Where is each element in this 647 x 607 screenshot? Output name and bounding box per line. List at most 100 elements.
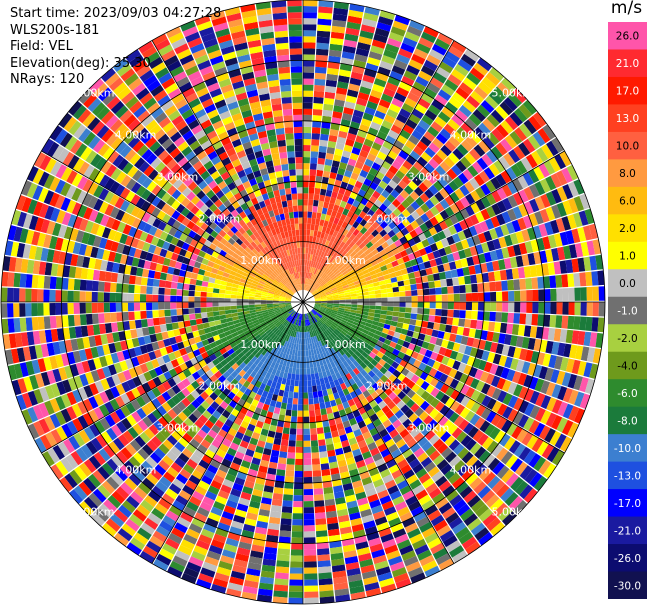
range-gate bbox=[371, 549, 386, 559]
range-gate bbox=[178, 437, 189, 448]
range-gate bbox=[303, 277, 306, 284]
range-gate bbox=[329, 43, 343, 52]
range-gate bbox=[350, 390, 358, 399]
range-gate bbox=[382, 433, 392, 443]
range-gate bbox=[410, 284, 418, 291]
range-gate bbox=[255, 526, 268, 535]
range-gate bbox=[583, 331, 592, 347]
range-gate bbox=[174, 441, 186, 453]
range-gate bbox=[410, 337, 418, 345]
range-gate bbox=[283, 286, 289, 292]
range-gate bbox=[284, 482, 294, 489]
range-gate bbox=[475, 380, 486, 392]
range-gate bbox=[440, 383, 450, 394]
range-gate bbox=[134, 319, 142, 329]
range-gate bbox=[295, 374, 300, 381]
range-gate bbox=[527, 363, 537, 376]
range-gate bbox=[352, 334, 359, 341]
range-gate bbox=[277, 548, 290, 556]
range-gate bbox=[354, 316, 362, 321]
range-gate bbox=[361, 255, 369, 263]
range-gate bbox=[176, 213, 186, 223]
range-gate bbox=[321, 265, 326, 272]
range-gate bbox=[362, 431, 372, 440]
range-gate bbox=[597, 270, 605, 286]
range-gate bbox=[311, 355, 316, 362]
range-gate bbox=[424, 374, 434, 384]
range-gate bbox=[146, 540, 162, 554]
range-gate bbox=[198, 268, 206, 276]
range-gate bbox=[443, 184, 454, 195]
range-gate bbox=[331, 290, 338, 295]
range-gate bbox=[87, 359, 97, 372]
range-gate bbox=[401, 199, 411, 209]
range-gate bbox=[308, 241, 313, 249]
range-gate bbox=[255, 308, 262, 312]
range-gate bbox=[331, 339, 338, 346]
range-gate bbox=[303, 350, 306, 357]
range-gate bbox=[67, 154, 80, 170]
range-gate bbox=[27, 166, 39, 182]
range-gate bbox=[198, 250, 206, 258]
range-gate bbox=[400, 189, 410, 200]
range-gate bbox=[412, 484, 425, 496]
range-gate bbox=[358, 275, 365, 281]
range-gate bbox=[323, 486, 334, 495]
range-gate bbox=[303, 84, 314, 91]
range-gate bbox=[342, 45, 356, 54]
range-gate bbox=[67, 214, 78, 228]
range-gate bbox=[226, 447, 237, 457]
range-gate bbox=[185, 443, 197, 454]
range-gate bbox=[391, 175, 402, 185]
range-gate bbox=[409, 479, 422, 490]
range-gate bbox=[351, 243, 359, 251]
range-gate bbox=[182, 339, 191, 348]
range-gate bbox=[192, 330, 200, 338]
range-gate bbox=[163, 471, 176, 483]
range-gate bbox=[543, 314, 551, 327]
range-gate bbox=[396, 257, 405, 265]
range-gate bbox=[335, 372, 342, 380]
range-gate bbox=[498, 156, 511, 170]
range-gate bbox=[234, 477, 246, 486]
range-gate bbox=[420, 92, 434, 104]
range-gate bbox=[120, 447, 133, 460]
range-gate bbox=[243, 357, 251, 365]
range-gate bbox=[64, 339, 73, 353]
range-gate bbox=[350, 326, 357, 332]
range-gate bbox=[328, 334, 334, 341]
range-gate bbox=[410, 442, 421, 453]
range-gate bbox=[447, 286, 454, 294]
range-gate bbox=[216, 254, 225, 261]
range-gate bbox=[154, 447, 166, 460]
range-gate bbox=[474, 463, 487, 477]
range-gate bbox=[491, 479, 505, 494]
range-gate bbox=[415, 377, 425, 387]
range-gate bbox=[341, 250, 348, 257]
range-gate bbox=[404, 285, 412, 291]
range-gate bbox=[359, 149, 369, 159]
range-gate bbox=[203, 344, 212, 352]
range-gate bbox=[312, 267, 316, 274]
range-gate bbox=[138, 161, 150, 173]
range-gate bbox=[166, 185, 177, 196]
range-gate bbox=[518, 414, 529, 428]
range-gate bbox=[551, 189, 562, 204]
range-gate bbox=[327, 248, 333, 255]
range-gate bbox=[188, 284, 196, 291]
range-gate bbox=[452, 91, 466, 105]
range-gate bbox=[137, 336, 146, 346]
range-gate bbox=[393, 59, 408, 70]
range-gate bbox=[191, 550, 206, 562]
range-gate bbox=[308, 193, 314, 200]
range-gate bbox=[311, 254, 316, 262]
range-gate bbox=[336, 239, 343, 247]
range-gate bbox=[394, 14, 410, 26]
range-gate bbox=[316, 276, 321, 283]
range-gate bbox=[538, 289, 545, 301]
range-gate bbox=[373, 418, 382, 428]
range-gate bbox=[452, 277, 460, 286]
range-gate bbox=[266, 411, 274, 419]
range-gate bbox=[309, 318, 313, 325]
range-gate bbox=[308, 355, 313, 362]
